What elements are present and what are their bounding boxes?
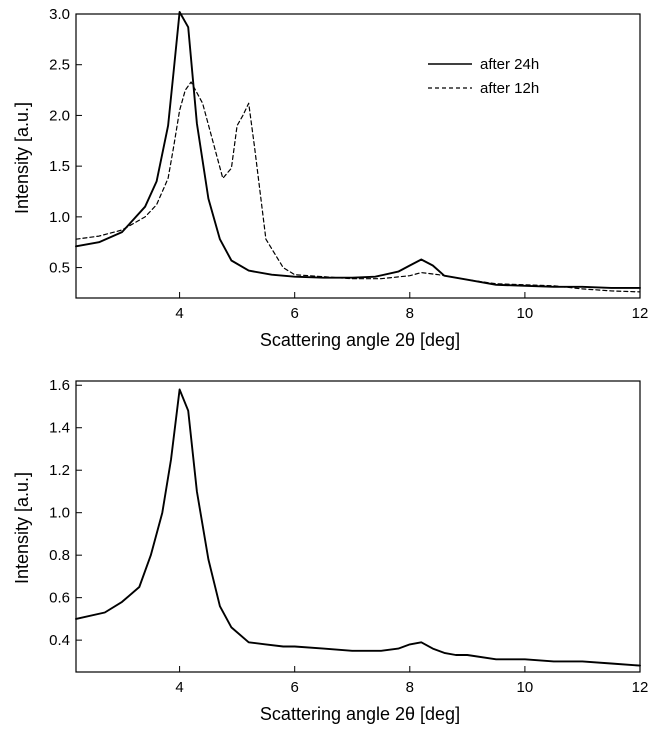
chart-bottom-y-tick-label: 0.4 — [49, 632, 70, 649]
chart-top-y-axis-title: Intensity [a.u.] — [12, 102, 32, 214]
chart-top: 4 6 8 10 120.51.01.52.02.53.0 after 24hafter… — [12, 6, 648, 350]
chart-top-plot-area — [75, 11, 641, 299]
chart-top-x-tick-label: 12 — [632, 305, 648, 322]
chart-bottom-x-tick-label: 12 — [632, 679, 648, 696]
chart-bottom-series-series-0-line — [75, 388, 641, 667]
chart-bottom-plot-area — [75, 380, 641, 673]
chart-top-x-tick-label: 4 — [175, 305, 183, 322]
chart-bottom: 4 6 8 10 12 0.4 0.6 0.8 1.0 1.2 1.4 1.6 Scattering … — [12, 377, 648, 724]
chart-bottom-y-tick-label: 0.8 — [49, 547, 70, 564]
chart-bottom-x-tick-label: 8 — [406, 679, 414, 696]
chart-bottom-y-tick-label: 1.6 — [49, 377, 70, 394]
chart-bottom-y-tick-label: 1.0 — [49, 505, 70, 522]
chart-bottom-x-tick-label: 4 — [175, 679, 183, 696]
chart-top-legend: after 24h after 12h — [428, 56, 539, 97]
chart-top-x-tick-label: 8 — [406, 305, 414, 322]
chart-bottom-y-tick-label: 1.2 — [49, 462, 70, 479]
chart-top-series-after-24h-line — [75, 11, 641, 289]
chart-top-ticks: 4 6 8 10 12 0.5 1.0 1.5 2.0 2.5 3.0 — [49, 6, 648, 322]
chart-bottom-y-tick-label: 0.6 — [49, 590, 70, 607]
chart-top-y-tick-label: 2.0 — [49, 107, 70, 124]
chart-top-y-tick-label: 1.5 — [49, 158, 70, 175]
chart-top-y-tick-label: 3.0 — [49, 6, 70, 23]
chart-top-x-tick-label: 10 — [517, 305, 534, 322]
chart-top-series-after-12h-line — [75, 81, 641, 293]
chart-top-x-tick-label: 6 — [291, 305, 299, 322]
chart-bottom-x-tick-label: 6 — [291, 679, 299, 696]
chart-top-x-axis-title: Scattering angle 2θ [deg] — [260, 330, 460, 350]
chart-bottom-y-tick-label: 1.4 — [49, 420, 70, 437]
chart-bottom-y-axis-title: Intensity [a.u.] — [12, 472, 32, 584]
chart-top-y-tick-label: 2.5 — [49, 57, 70, 74]
chart-bottom-x-axis-title: Scattering angle 2θ [deg] — [260, 704, 460, 724]
chart-top-frame — [75, 13, 641, 299]
chart-bottom-ticks: 4 6 8 10 12 0.4 0.6 0.8 1.0 1.2 1.4 1.6 — [49, 377, 648, 696]
chart-top-y-tick-label: 1.0 — [49, 209, 70, 226]
legend-label-after-24h: after 24h — [480, 56, 539, 73]
chart-bottom-x-tick-label: 10 — [517, 679, 534, 696]
chart-top-y-tick-label: 0.5 — [49, 260, 70, 277]
chart-bottom-frame — [75, 380, 641, 673]
legend-label-after-12h: after 12h — [480, 80, 539, 97]
